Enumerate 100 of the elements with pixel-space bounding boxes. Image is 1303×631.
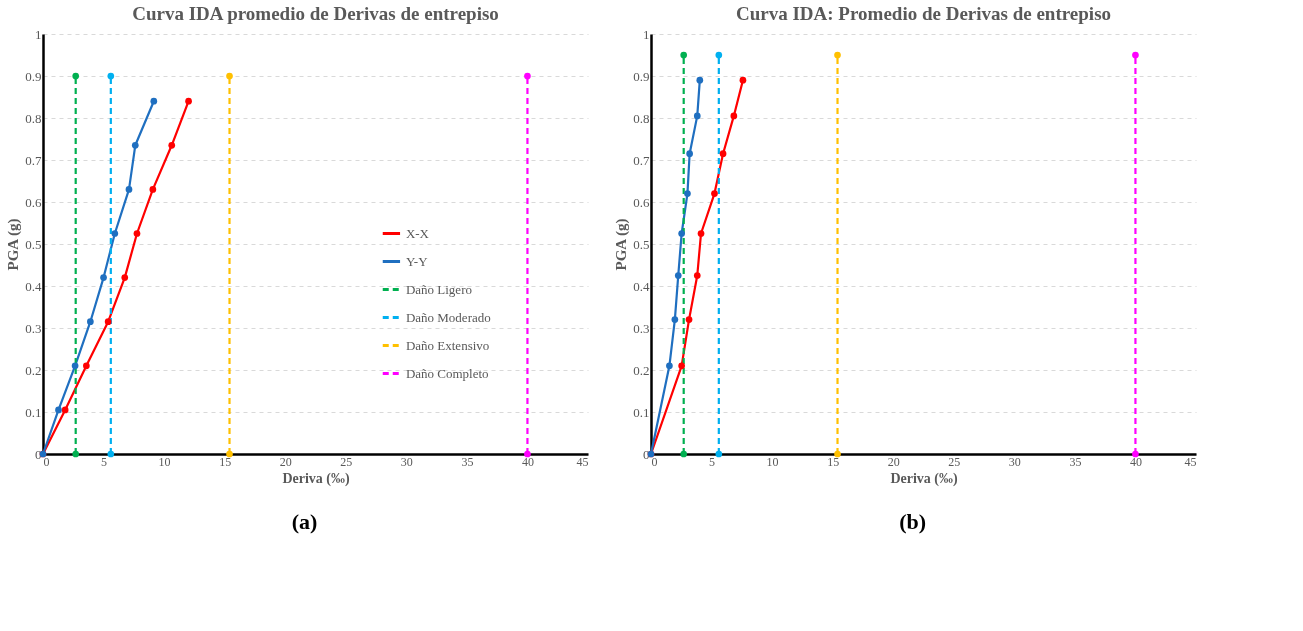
x-tick-label: 45 xyxy=(576,454,589,469)
point xyxy=(715,51,723,59)
point xyxy=(678,230,685,237)
x-tick-label: 35 xyxy=(1069,454,1082,469)
y-tick-label: 0.3 xyxy=(25,320,42,336)
y-tick-label: 0.2 xyxy=(633,362,650,378)
x-tick-label: 20 xyxy=(887,454,900,469)
point xyxy=(125,186,133,193)
point xyxy=(133,230,141,237)
chart-title: Curva IDA: Promedio de Derivas de entrepiso xyxy=(735,3,1112,24)
x-tick-label: 25 xyxy=(948,454,961,469)
x-tick-label: 35 xyxy=(461,454,474,469)
legend-label: Daño Extensivo xyxy=(405,337,490,353)
point xyxy=(685,316,693,323)
y-tick-label: 0.1 xyxy=(25,404,42,420)
point xyxy=(100,274,107,281)
y-tick-label: 0.5 xyxy=(25,236,42,252)
x-tick-label: 40 xyxy=(1129,454,1142,469)
x-tick-label: 15 xyxy=(219,454,232,469)
point xyxy=(131,141,139,149)
point xyxy=(671,316,679,323)
y-tick-label: 0.8 xyxy=(25,110,42,126)
point xyxy=(686,150,693,158)
point xyxy=(71,362,79,370)
point xyxy=(739,76,747,84)
point xyxy=(715,450,723,458)
point xyxy=(87,318,94,326)
x-tick-label: 10 xyxy=(158,454,171,469)
y-tick-label: 0.6 xyxy=(633,194,650,210)
legend-label: Y-Y xyxy=(405,253,429,269)
point xyxy=(121,274,129,281)
point xyxy=(834,450,841,458)
point xyxy=(719,150,727,158)
point xyxy=(680,450,688,458)
point xyxy=(524,72,531,80)
point xyxy=(684,190,691,197)
point xyxy=(693,272,701,279)
y-tick-label: 0.3 xyxy=(633,320,650,336)
point xyxy=(1132,450,1139,458)
point xyxy=(61,406,69,414)
text: (a) xyxy=(291,509,318,534)
y-tick-label: 0.1 xyxy=(633,404,650,420)
point xyxy=(168,141,176,149)
point xyxy=(149,186,157,193)
point xyxy=(693,112,701,120)
y-tick-label: 0.2 xyxy=(25,362,42,378)
x-tick-label: 5 xyxy=(101,454,108,469)
legend-label: Daño Moderado xyxy=(405,309,491,325)
text: (b) xyxy=(899,509,927,534)
y-tick-label: 0.9 xyxy=(633,68,650,84)
point xyxy=(55,406,62,414)
legend-label: X-X xyxy=(405,225,430,241)
point xyxy=(696,76,704,84)
chart-title: Curva IDA promedio de Derivas de entrepiso xyxy=(132,3,499,24)
point xyxy=(834,51,841,59)
point xyxy=(674,272,682,279)
point xyxy=(730,112,738,120)
point xyxy=(711,190,718,197)
x-tick-label: 30 xyxy=(1008,454,1021,469)
x-tick-label: 25 xyxy=(340,454,353,469)
x-tick-label: 30 xyxy=(400,454,413,469)
point xyxy=(185,97,192,105)
y-axis-title: PGA (g) xyxy=(613,218,631,271)
point xyxy=(150,97,158,105)
point xyxy=(72,450,80,458)
y-tick-label: 0.5 xyxy=(633,236,650,252)
point xyxy=(111,230,119,237)
point xyxy=(678,362,685,370)
x-tick-label: 5 xyxy=(709,454,716,469)
x-tick-label: 20 xyxy=(279,454,292,469)
x-tick-label: 40 xyxy=(521,454,534,469)
legend-label: Daño Completo xyxy=(405,365,489,381)
x-tick-label: 15 xyxy=(827,454,840,469)
point xyxy=(107,450,115,458)
point xyxy=(83,362,90,370)
y-tick-label: 1 xyxy=(35,26,42,42)
y-tick-label: 0.6 xyxy=(25,194,42,210)
point xyxy=(697,230,705,237)
x-axis-title: Deriva (‰) xyxy=(282,470,350,487)
point xyxy=(104,318,112,326)
point xyxy=(1132,51,1139,59)
x-axis-title: Deriva (‰) xyxy=(890,470,958,487)
x-tick-label: 10 xyxy=(766,454,779,469)
point xyxy=(524,450,531,458)
point xyxy=(72,72,80,80)
y-tick-label: 0.8 xyxy=(633,110,650,126)
point xyxy=(226,72,233,80)
y-tick-label: 0.7 xyxy=(633,152,650,168)
point xyxy=(107,72,115,80)
x-tick-label: 45 xyxy=(1184,454,1197,469)
y-tick-label: 0.4 xyxy=(633,278,650,294)
y-tick-label: 0.7 xyxy=(25,152,42,168)
y-axis-title: PGA (g) xyxy=(5,218,23,271)
legend-label: Daño Ligero xyxy=(405,281,472,297)
y-tick-label: 0.4 xyxy=(25,278,42,294)
point xyxy=(666,362,673,370)
y-tick-label: 1 xyxy=(643,26,650,42)
y-tick-label: 0.9 xyxy=(25,68,42,84)
point xyxy=(680,51,688,59)
point xyxy=(226,450,233,458)
